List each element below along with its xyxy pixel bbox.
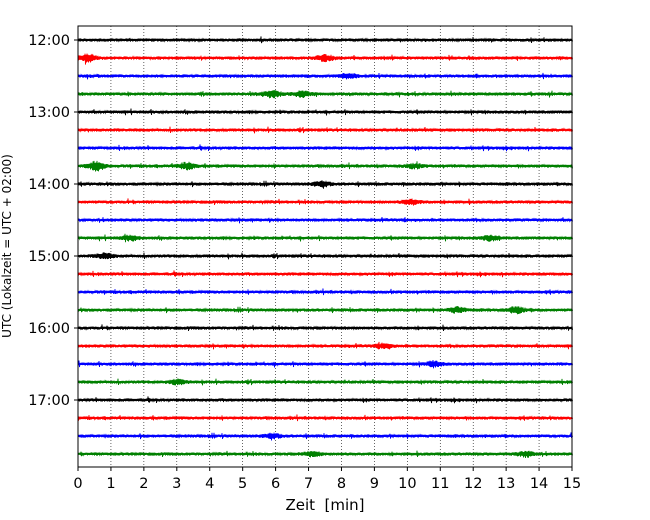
trace-series bbox=[77, 378, 573, 386]
x-tick-label: 15 bbox=[563, 476, 581, 492]
trace-series bbox=[77, 324, 573, 332]
x-tick-label: 8 bbox=[337, 476, 346, 492]
trace-series bbox=[77, 72, 573, 80]
y-tick-label: 12:00 bbox=[28, 33, 70, 49]
trace-series bbox=[77, 198, 573, 206]
y-tick-label: 15:00 bbox=[28, 249, 70, 265]
y-tick-label: 16:00 bbox=[28, 321, 70, 337]
trace-series bbox=[77, 432, 573, 441]
trace-series bbox=[77, 108, 573, 116]
x-tick-label: 13 bbox=[497, 476, 515, 492]
x-tick-label: 14 bbox=[530, 476, 548, 492]
x-tick-label: 2 bbox=[139, 476, 148, 492]
trace-series bbox=[77, 180, 573, 189]
trace-series bbox=[77, 53, 573, 65]
x-tick-label: 6 bbox=[271, 476, 280, 492]
x-tick-label: 9 bbox=[370, 476, 379, 492]
trace-series bbox=[77, 414, 573, 422]
trace-series bbox=[77, 160, 573, 172]
trace-series bbox=[77, 360, 573, 369]
x-tick-label: 7 bbox=[304, 476, 313, 492]
x-tick-label: 11 bbox=[431, 476, 449, 492]
trace-series bbox=[77, 450, 573, 458]
trace-series bbox=[77, 144, 573, 152]
trace-series bbox=[77, 341, 573, 350]
y-axis-ticks: 12:00 13:00 14:00 15:00 16:00 17:00 bbox=[28, 33, 78, 409]
trace-series bbox=[77, 126, 573, 134]
trace-series bbox=[77, 306, 573, 315]
x-tick-label: 0 bbox=[73, 476, 82, 492]
trace-series bbox=[77, 252, 573, 260]
x-axis-ticks: 0 1 2 3 4 5 6 7 8 9 10 11 12 13 14 15 bbox=[73, 467, 581, 492]
y-tick-label: 13:00 bbox=[28, 105, 70, 121]
x-tick-label: 10 bbox=[398, 476, 416, 492]
trace-series bbox=[77, 36, 573, 44]
trace-series bbox=[77, 396, 573, 404]
x-tick-label: 1 bbox=[106, 476, 115, 492]
x-tick-label: 5 bbox=[238, 476, 247, 492]
x-axis-label: Zeit [min] bbox=[285, 496, 364, 514]
x-tick-label: 4 bbox=[205, 476, 214, 492]
trace-series bbox=[77, 90, 573, 99]
trace-series bbox=[77, 270, 573, 278]
x-tick-label: 12 bbox=[464, 476, 482, 492]
trace-lines bbox=[77, 36, 573, 458]
x-tick-label: 3 bbox=[172, 476, 181, 492]
y-tick-label: 17:00 bbox=[28, 393, 70, 409]
trace-series bbox=[77, 216, 573, 224]
y-axis-label: UTC (Lokalzeit = UTC + 02:00) bbox=[0, 154, 14, 338]
trace-series bbox=[77, 288, 573, 296]
plot-frame bbox=[77, 25, 573, 468]
trace-series bbox=[77, 233, 573, 243]
y-tick-label: 14:00 bbox=[28, 177, 70, 193]
